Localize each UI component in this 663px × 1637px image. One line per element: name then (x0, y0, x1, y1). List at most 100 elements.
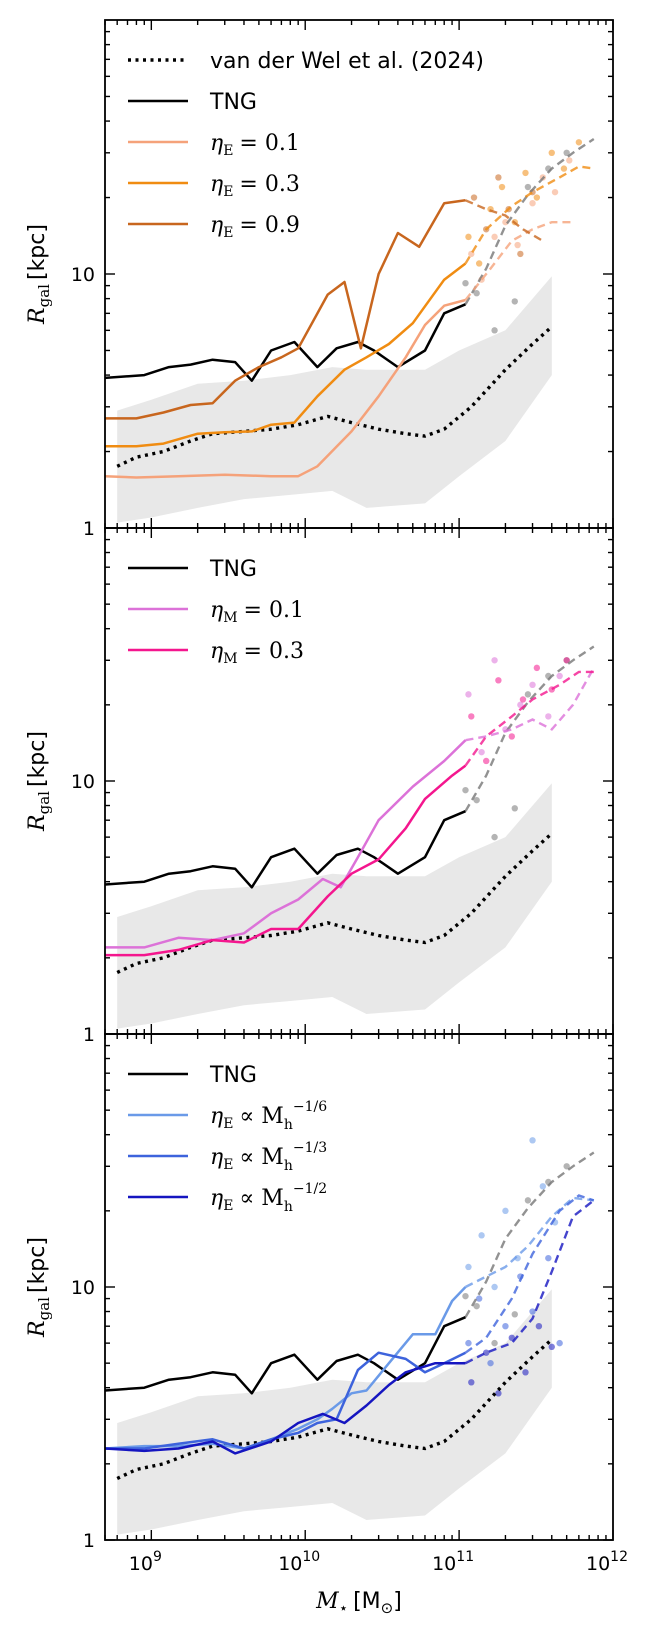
x-tick-base: 10 (586, 1553, 610, 1575)
scatter-point (470, 194, 478, 201)
legend-mass-subscript: h (284, 1158, 293, 1174)
legend-symbol: η (210, 1186, 223, 1211)
scatter-point (548, 149, 555, 157)
scatter-point (487, 1359, 494, 1367)
scatter-point (502, 1322, 509, 1330)
scatter-point (529, 1137, 536, 1144)
scatter-point (535, 1322, 543, 1330)
legend-value: ∝ M (239, 1186, 283, 1211)
scatter-point (519, 696, 527, 703)
scatter-point (491, 327, 498, 334)
scatter-point (524, 691, 532, 698)
halo-extension-line (464, 165, 594, 265)
legend-subscript: E (223, 1198, 233, 1214)
legend-value: ∝ M (239, 1104, 283, 1129)
y-axis-label: Rgal [kpc] (25, 1237, 53, 1338)
legend-symbol: η (210, 131, 223, 156)
halo-extension-line (464, 645, 595, 812)
legend-label-eE09: ηE = 0.9 (210, 213, 300, 241)
scatter-point (563, 1163, 570, 1170)
y-tick-label: 10 (71, 264, 95, 286)
legend-label-eM03: ηM = 0.3 (210, 639, 304, 667)
series-line-tng (105, 810, 466, 889)
scatter-point (529, 199, 536, 207)
scatter-point (548, 1343, 555, 1351)
x-tick-base: 10 (278, 1553, 302, 1575)
y-axis-label-unit: [kpc] (25, 224, 50, 280)
halo-extension-line (464, 670, 594, 767)
scatter-point (498, 183, 506, 191)
scatter-point (483, 1349, 490, 1356)
legend-label-obs: van der Wel et al. (2024) (210, 49, 484, 74)
legend-label-p12: ηE ∝ Mh−1/2 (210, 1181, 327, 1215)
scatter-point (491, 1283, 498, 1291)
legend-label-p16: ηE ∝ Mh−1/6 (210, 1099, 327, 1133)
legend-symbol: η (210, 1104, 223, 1129)
scatter-point (511, 805, 518, 812)
legend-symbol: η (210, 639, 223, 664)
y-axis-label-symbol: R (25, 814, 50, 832)
x-tick-label: 1012 (586, 1549, 628, 1575)
legend-value: = 0.3 (239, 172, 299, 197)
scatter-point (465, 1263, 472, 1271)
scatter-point (491, 233, 498, 241)
legend-label-eE01: ηE = 0.1 (210, 131, 300, 159)
legend-label-eM01: ηM = 0.1 (210, 598, 304, 626)
y-tick-label: 1 (83, 1530, 95, 1552)
scatter-point (533, 194, 541, 201)
legend-label-eE03: ηE = 0.3 (210, 172, 300, 200)
halo-extension-line (464, 220, 573, 301)
scatter-point (556, 1339, 563, 1347)
scatter-point (462, 786, 469, 794)
legend-label-p13: ηE ∝ Mh−1/3 (210, 1140, 327, 1174)
legend-subscript: M (223, 610, 237, 626)
scatter-point (475, 260, 483, 267)
halo-extension-line (464, 1194, 595, 1354)
legend-subscript: E (223, 1116, 233, 1132)
scatter-point (551, 188, 559, 196)
legend-subscript: E (223, 1157, 233, 1173)
x-tick-base: 10 (129, 1553, 153, 1575)
scatter-point (522, 169, 529, 177)
legend-subscript: M (223, 651, 237, 667)
scatter-point (556, 672, 563, 680)
y-tick-label: 1 (83, 1024, 95, 1046)
x-axis-label-unit: [M (353, 1589, 381, 1614)
scatter-point (478, 748, 485, 756)
series-line-tng (105, 303, 466, 382)
halo-extension-line (464, 1199, 595, 1365)
scatter-point (478, 1232, 485, 1239)
legend-label-tng: TNG (209, 1063, 257, 1088)
scatter-point (465, 1339, 472, 1347)
halo-extension-line (464, 1151, 595, 1318)
series-line-eM01 (105, 739, 467, 949)
scatter-point (563, 149, 570, 157)
legend-subscript: E (223, 143, 233, 159)
legend-mass-subscript: h (284, 1117, 293, 1133)
scatter-point (468, 1379, 475, 1386)
legend-label-tng: TNG (209, 557, 257, 582)
halo-extension-line (464, 138, 595, 305)
halo-extension-line (464, 1196, 594, 1289)
x-tick-exponent: 9 (153, 1549, 162, 1565)
legend: TNG ηM = 0.1 ηM = 0.3 (128, 557, 304, 667)
scatter-point (514, 241, 521, 249)
scatter-point (462, 1292, 469, 1300)
y-tick-label: 10 (71, 1277, 95, 1299)
scatter-point (502, 218, 509, 226)
scatter-point (473, 1302, 480, 1310)
x-axis-label: M⋆ [M⊙] (315, 1589, 402, 1617)
scatter-point (502, 1207, 509, 1215)
scatter-point (483, 757, 490, 765)
legend-symbol: η (210, 1145, 223, 1170)
plot-area (105, 1137, 595, 1535)
scatter-point (495, 1390, 502, 1397)
scatter-point (495, 174, 502, 181)
scatter-point (465, 691, 472, 698)
scatter-point (517, 250, 524, 258)
x-tick-base: 10 (432, 1553, 456, 1575)
